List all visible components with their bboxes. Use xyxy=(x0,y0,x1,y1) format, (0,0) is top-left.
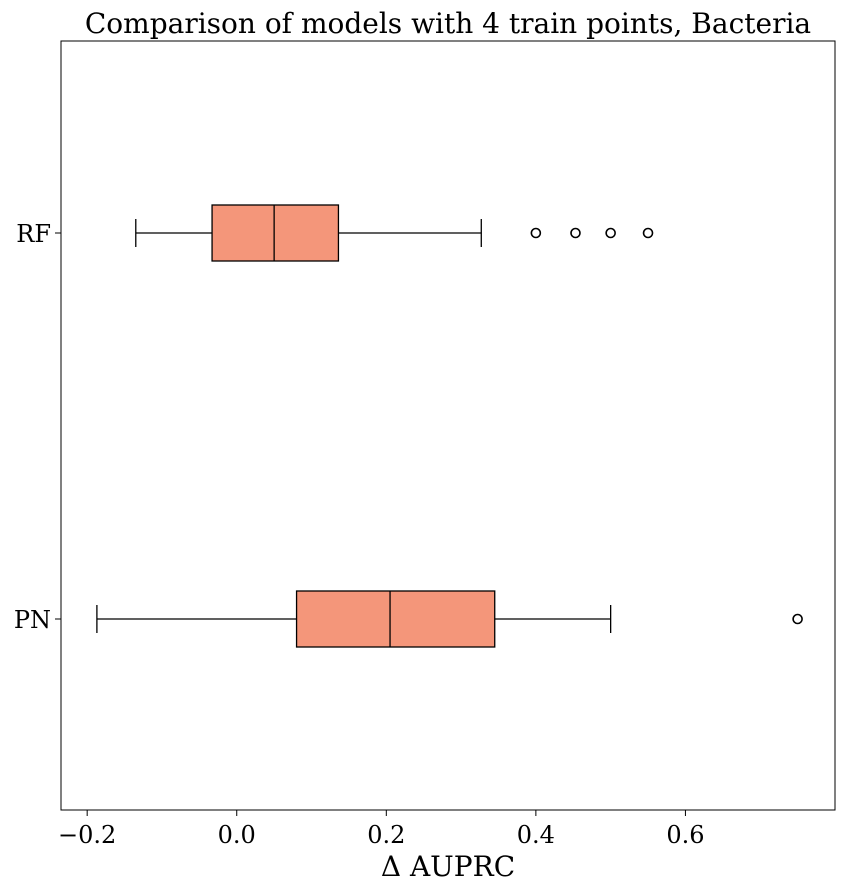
box-rf xyxy=(135,204,654,262)
outlier-point xyxy=(642,227,654,239)
y-tick-label-pn: PN xyxy=(14,606,51,634)
x-axis: −0.2 0.0 0.2 0.4 0.6 xyxy=(58,810,705,849)
outlier-point xyxy=(792,613,803,625)
x-tick-label: 0.4 xyxy=(517,821,555,849)
plot-area xyxy=(60,40,836,811)
outlier-point xyxy=(530,227,542,239)
x-tick-label: 0.6 xyxy=(666,821,704,849)
outlier-point xyxy=(570,227,581,239)
x-tick-label: 0.2 xyxy=(367,821,405,849)
chart-title: Comparison of models with 4 train points… xyxy=(85,7,811,40)
iqr-box xyxy=(295,590,496,648)
y-axis: RF PN xyxy=(14,220,61,634)
boxes xyxy=(96,204,803,648)
box-pn xyxy=(96,590,803,648)
x-tick-label: 0.0 xyxy=(218,821,256,849)
outlier-point xyxy=(605,227,616,239)
x-axis-label: Δ AUPRC xyxy=(381,850,515,883)
x-tick-label: −0.2 xyxy=(58,821,116,849)
iqr-box xyxy=(211,204,340,262)
y-tick-label-rf: RF xyxy=(16,220,51,248)
